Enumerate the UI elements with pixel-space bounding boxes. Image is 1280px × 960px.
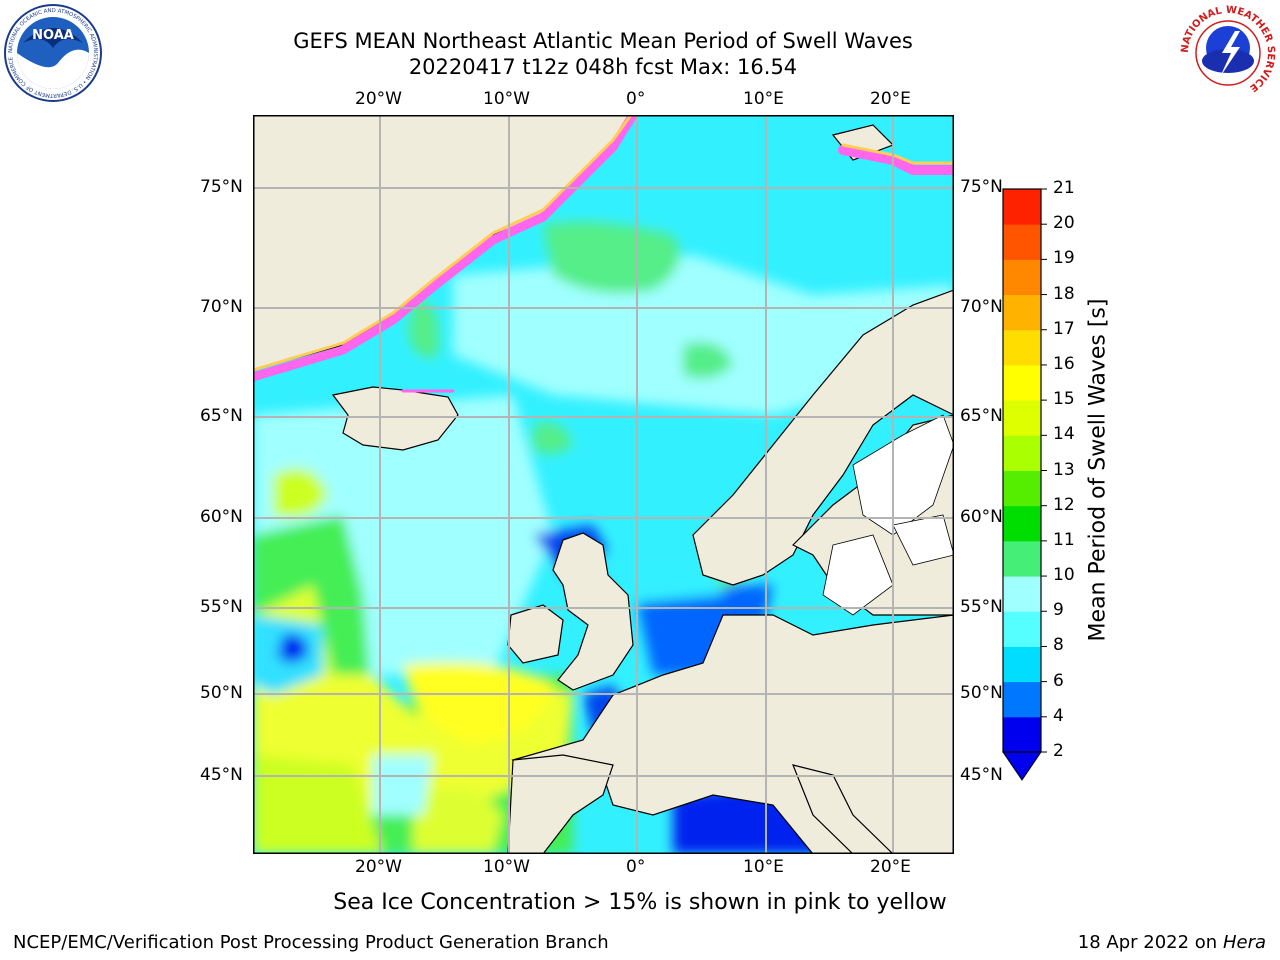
colorbar-band (1003, 294, 1041, 331)
sea-ice-edge (253, 115, 954, 393)
colorbar-band (1003, 364, 1041, 401)
map-area (253, 115, 954, 854)
colorbar-band (1003, 611, 1041, 647)
swell-period-field (253, 221, 953, 854)
colorbar-tick-label: 2 (1053, 741, 1064, 761)
colorbar-tick-label: 12 (1053, 494, 1075, 515)
colorbar-tick-label: 10 (1053, 565, 1075, 586)
lon-label-bottom-10e: 10°E (743, 857, 784, 877)
colorbar-title: Mean Period of Swell Waves [s] (1085, 298, 1111, 642)
colorbar-band (1003, 189, 1041, 225)
noaa-wordmark: NOAA (32, 28, 74, 43)
lat-label-left-50n: 50°N (200, 683, 243, 703)
colorbar-tick-label: 16 (1053, 353, 1075, 374)
lat-label-right-45n: 45°N (960, 765, 1003, 785)
colorbar-tick-label: 21 (1053, 178, 1075, 198)
lat-label-left-55n: 55°N (200, 597, 243, 617)
lat-label-left-60n: 60°N (200, 507, 243, 527)
lat-label-left-70n: 70°N (200, 297, 243, 317)
great-britain (552, 532, 634, 691)
colorbar-tick-label: 20 (1053, 213, 1075, 234)
lon-label-bottom-20w: 20°W (355, 857, 402, 877)
lon-label-top-0: 0° (626, 89, 646, 109)
lat-label-left-65n: 65°N (200, 406, 243, 426)
lon-label-top-10w: 10°W (483, 89, 530, 109)
colorbar-band (1003, 540, 1041, 577)
iberia (507, 754, 614, 854)
colorbar-tick-label: 15 (1053, 389, 1075, 410)
lat-label-right-50n: 50°N (960, 683, 1003, 703)
noaa-logo: NOAA NATIONAL OCEANIC AND ATMOSPHERIC AD… (4, 4, 102, 102)
footer-host: Hera (1222, 932, 1266, 953)
colorbar-tick-label: 6 (1053, 670, 1064, 691)
colorbar-extend-arrow (1002, 751, 1042, 781)
lat-label-left-75n: 75°N (200, 177, 243, 197)
lon-label-bottom-20e: 20°E (870, 857, 911, 877)
colorbar-band (1003, 259, 1041, 296)
graticule (253, 115, 954, 854)
colorbar-band (1003, 470, 1041, 507)
colorbar-tick-label: 8 (1053, 635, 1064, 656)
colorbar-tick-label: 14 (1053, 424, 1075, 445)
lat-label-left-45n: 45°N (200, 765, 243, 785)
sea-ice-caption: Sea Ice Concentration > 15% is shown in … (333, 890, 947, 915)
map-subtitle: 20220417 t12z 048h fcst Max: 16.54 (408, 55, 798, 79)
colorbar-tick-label: 11 (1053, 529, 1075, 550)
footer-date-text: 18 Apr 2022 on (1077, 932, 1223, 953)
colorbar-band (1003, 435, 1041, 471)
lat-label-right-75n: 75°N (960, 177, 1003, 197)
continental-europe (511, 614, 954, 854)
colorbar-tick-label: 4 (1053, 705, 1064, 726)
colorbar-band (1003, 681, 1041, 718)
colorbar (1002, 188, 1047, 781)
colorbar-tick-label: 13 (1053, 459, 1075, 480)
lon-label-bottom-0: 0° (626, 857, 646, 877)
lat-label-right-55n: 55°N (960, 597, 1003, 617)
colorbar-band (1003, 716, 1041, 753)
colorbar-band (1003, 646, 1041, 683)
colorbar-tick-label: 9 (1053, 600, 1064, 621)
map-frame (253, 115, 954, 854)
lat-label-right-65n: 65°N (960, 406, 1003, 426)
colorbar-band (1003, 224, 1041, 260)
ireland (507, 604, 564, 664)
colorbar-band (1003, 329, 1041, 366)
footer-date: 18 Apr 2022 on Hera (1078, 932, 1266, 953)
colorbar-tick-label: 17 (1053, 318, 1075, 339)
colorbar-tick-label: 18 (1053, 283, 1075, 304)
lakes (822, 414, 954, 616)
map-title: GEFS MEAN Northeast Atlantic Mean Period… (293, 29, 913, 53)
lat-label-right-60n: 60°N (960, 507, 1003, 527)
scandinavia (692, 289, 954, 586)
footer-organization: NCEP/EMC/Verification Post Processing Pr… (13, 932, 609, 953)
lon-label-bottom-10w: 10°W (483, 857, 530, 877)
lon-label-top-20e: 20°E (870, 89, 911, 109)
colorbar-tick-label: 19 (1053, 248, 1075, 269)
colorbar-band (1003, 505, 1041, 542)
colorbar-band (1003, 400, 1041, 436)
iceland (331, 386, 459, 451)
nws-logo: NATIONAL WEATHER SERVICE (1180, 5, 1276, 101)
colorbar-band (1003, 576, 1041, 612)
lon-label-top-10e: 10°E (743, 89, 784, 109)
lat-label-right-70n: 70°N (960, 297, 1003, 317)
lon-label-top-20w: 20°W (355, 89, 402, 109)
